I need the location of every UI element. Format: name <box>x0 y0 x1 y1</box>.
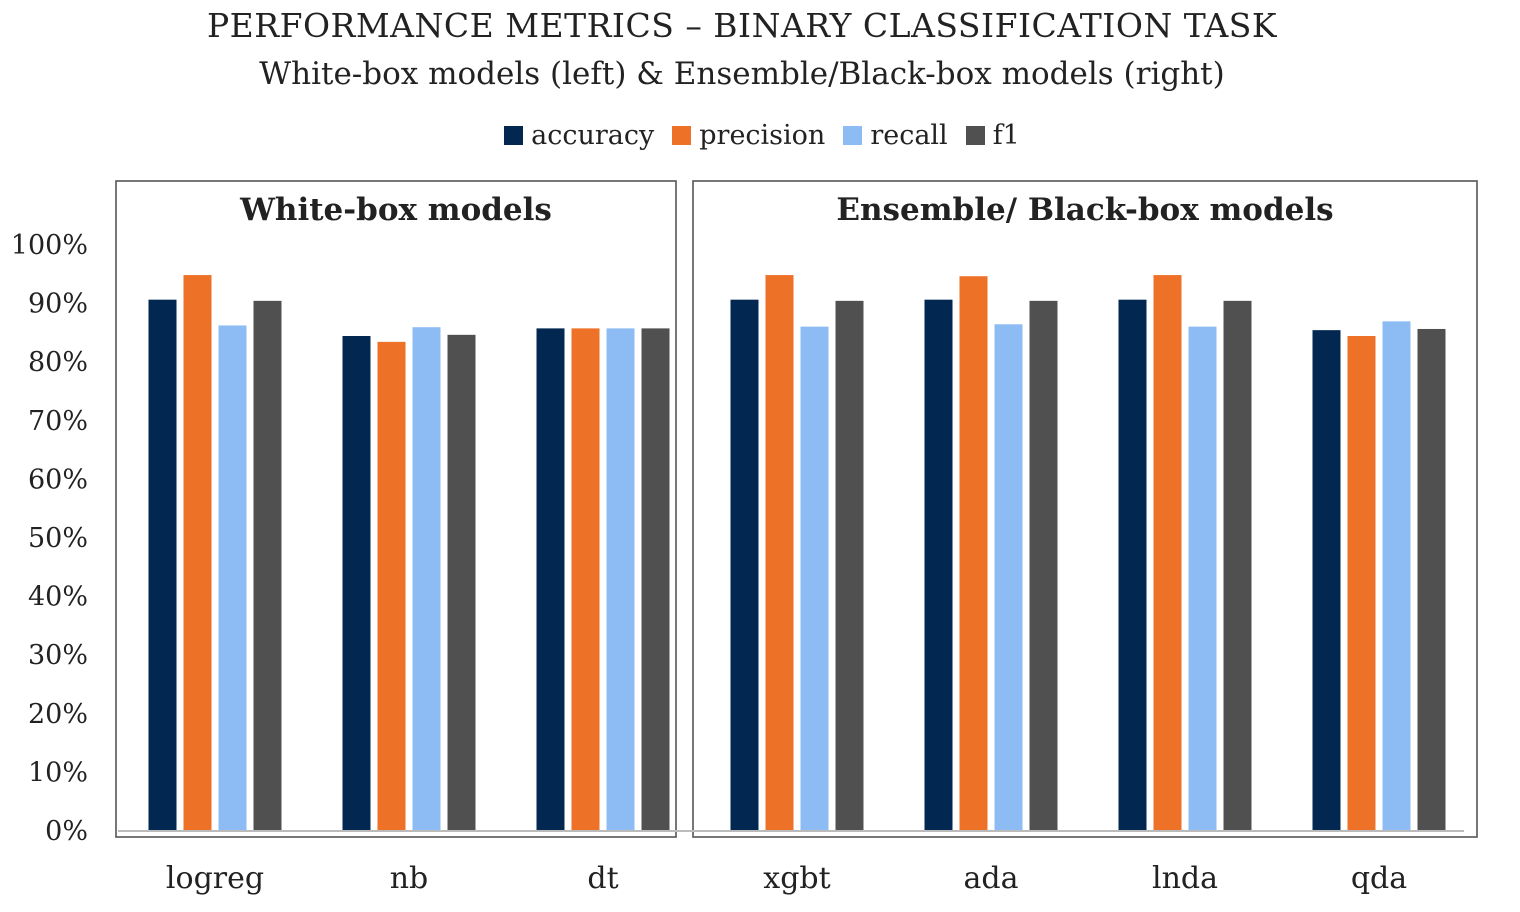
y-tick-label: 30% <box>28 640 88 671</box>
x-tick-label: ada <box>964 861 1019 896</box>
bar-recall-dt <box>606 328 635 830</box>
bar-recall-lnda <box>1188 326 1217 830</box>
bar-recall-xgbt <box>800 326 829 830</box>
bar-f1-lnda <box>1223 300 1252 830</box>
bar-precision-qda <box>1347 336 1376 830</box>
bar-precision-lnda <box>1153 275 1182 831</box>
bar-f1-xgbt <box>835 300 864 830</box>
x-tick-label: logreg <box>166 861 264 896</box>
bar-recall-nb <box>412 327 441 830</box>
legend-label-accuracy: accuracy <box>531 120 655 151</box>
bar-recall-qda <box>1382 321 1411 830</box>
y-tick-label: 100% <box>11 230 88 261</box>
bar-accuracy-dt <box>536 328 565 830</box>
bar-precision-ada <box>959 276 988 831</box>
x-tick-label: qda <box>1351 861 1407 896</box>
legend: accuracy precision recall f1 <box>0 120 1520 151</box>
bar-f1-nb <box>447 334 476 830</box>
bar-f1-ada <box>1029 300 1058 830</box>
bar-recall-ada <box>994 324 1023 830</box>
legend-swatch-accuracy <box>504 126 524 145</box>
y-tick-label: 10% <box>28 757 88 788</box>
y-tick-label: 20% <box>28 699 88 730</box>
y-tick-label: 40% <box>28 582 88 613</box>
bar-precision-nb <box>377 341 406 830</box>
bar-recall-logreg <box>218 325 247 830</box>
bar-accuracy-nb <box>342 336 371 830</box>
y-tick-label: 70% <box>28 406 88 437</box>
legend-item-precision: precision <box>672 120 825 151</box>
legend-swatch-recall <box>843 126 863 145</box>
bar-precision-logreg <box>183 275 212 831</box>
bar-precision-dt <box>571 328 600 830</box>
x-tick-label: nb <box>390 861 429 896</box>
y-tick-label: 80% <box>28 347 88 378</box>
x-tick-label: xgbt <box>763 861 830 896</box>
chart-title: PERFORMANCE METRICS – BINARY CLASSIFICAT… <box>206 6 1278 45</box>
legend-label-f1: f1 <box>992 120 1020 151</box>
bar-accuracy-xgbt <box>730 299 759 830</box>
legend-swatch-f1 <box>965 126 985 145</box>
chart-subtitle: White-box models (left) & Ensemble/Black… <box>259 56 1225 92</box>
x-tick-label: lnda <box>1152 861 1218 896</box>
group-frame <box>115 180 677 838</box>
bar-accuracy-ada <box>924 299 953 830</box>
bar-f1-logreg <box>253 300 282 830</box>
bar-accuracy-lnda <box>1118 299 1147 830</box>
y-tick-label: 0% <box>45 816 88 847</box>
legend-label-recall: recall <box>870 120 948 151</box>
group-frame <box>692 180 1478 838</box>
legend-item-accuracy: accuracy <box>504 120 654 151</box>
legend-label-precision: precision <box>699 120 826 151</box>
legend-item-f1: f1 <box>965 120 1020 151</box>
group-title: Ensemble/ Black-box models <box>836 192 1333 228</box>
legend-swatch-precision <box>672 126 692 145</box>
group-title: White-box models <box>239 192 552 228</box>
bar-accuracy-logreg <box>148 299 177 830</box>
bar-accuracy-qda <box>1312 330 1341 830</box>
bar-f1-dt <box>641 328 670 830</box>
y-tick-label: 90% <box>28 289 88 320</box>
bar-precision-xgbt <box>765 275 794 831</box>
x-tick-label: dt <box>587 861 618 896</box>
bar-f1-qda <box>1417 328 1446 830</box>
legend-item-recall: recall <box>843 120 948 151</box>
y-tick-label: 60% <box>28 464 88 495</box>
y-tick-label: 50% <box>28 523 88 554</box>
